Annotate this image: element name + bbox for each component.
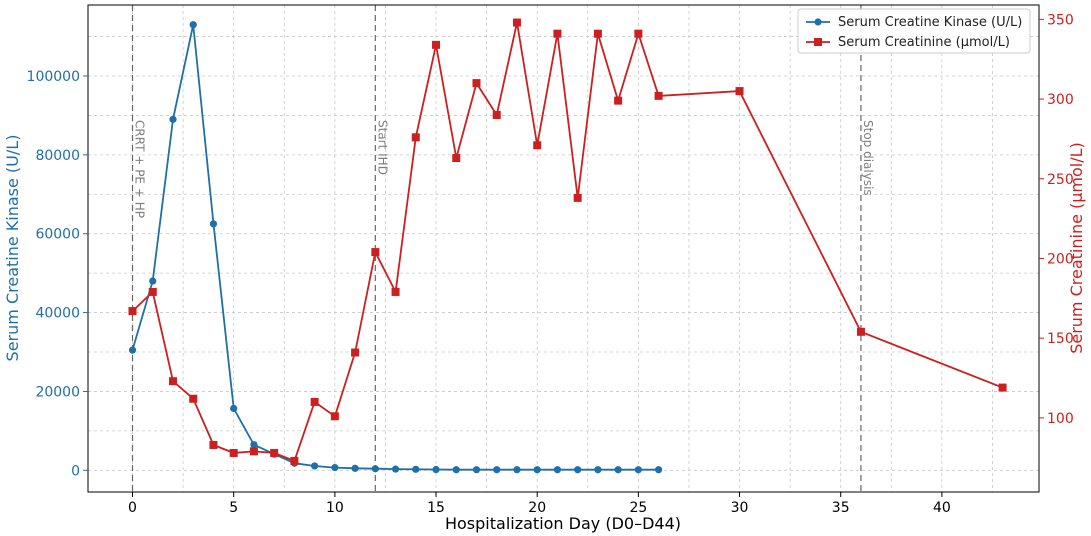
y-axis-right: 100 150 200 250 300 350 xyxy=(1039,12,1074,427)
data-point-cr xyxy=(735,87,744,96)
data-point-cr xyxy=(330,412,339,421)
annotation-label: Start IHD xyxy=(375,120,389,175)
data-point-cr xyxy=(492,110,501,119)
data-point-ck xyxy=(230,404,238,413)
data-point-ck xyxy=(128,346,137,354)
y-right-tick-label: 250 xyxy=(1047,172,1074,188)
x-tick-label: 30 xyxy=(731,500,749,516)
data-point-ck xyxy=(553,466,562,474)
data-point-cr xyxy=(189,394,198,403)
data-point-ck xyxy=(331,463,339,472)
data-point-ck xyxy=(594,466,602,474)
data-point-cr xyxy=(229,448,238,457)
annotation-label: Stop dialysis xyxy=(861,120,875,196)
y-left-tick-label: 0 xyxy=(71,463,80,479)
plot-frame xyxy=(87,4,1040,493)
y-right-tick-label: 150 xyxy=(1047,331,1074,347)
data-point-cr xyxy=(270,448,279,457)
data-point-ck xyxy=(311,462,319,470)
data-point-ck xyxy=(513,466,521,474)
data-point-ck xyxy=(452,466,460,474)
x-tick-label: 40 xyxy=(933,500,951,516)
data-point-ck xyxy=(250,441,258,449)
legend-marker-cr xyxy=(814,38,822,46)
data-point-cr xyxy=(452,154,461,163)
x-tick-label: 15 xyxy=(427,500,445,516)
data-point-ck xyxy=(533,466,541,474)
data-point-ck xyxy=(493,466,501,474)
data-point-cr xyxy=(593,29,602,38)
legend: Serum Creatine Kinase (U/L) Serum Creati… xyxy=(797,8,1031,54)
data-point-ck xyxy=(149,277,157,285)
legend-label-cr: Serum Creatinine (μmol/L) xyxy=(838,35,1010,50)
data-point-ck xyxy=(655,466,663,474)
y-left-tick-label: 20000 xyxy=(35,384,80,400)
x-axis: 0 5 10 15 20 25 30 35 40 xyxy=(128,492,951,516)
data-point-ck xyxy=(412,465,420,473)
data-point-cr xyxy=(411,133,420,142)
data-point-cr xyxy=(432,40,441,49)
data-point-cr xyxy=(634,29,643,38)
data-point-cr xyxy=(351,348,360,357)
data-point-ck xyxy=(189,21,197,29)
y-axis-left: 0 20000 40000 60000 80000 100000 xyxy=(27,69,88,479)
annotation-label: CRRT + PE + HP xyxy=(133,120,147,218)
data-point-cr xyxy=(553,29,562,38)
y-axis-left-title: Serum Creatine Kinase (U/L) xyxy=(3,135,22,362)
y-right-tick-label: 200 xyxy=(1047,251,1074,267)
x-tick-label: 0 xyxy=(128,500,137,516)
data-point-cr xyxy=(512,18,521,27)
data-point-cr xyxy=(128,307,137,316)
y-right-tick-label: 100 xyxy=(1047,411,1074,427)
data-point-cr xyxy=(573,193,582,202)
data-point-cr xyxy=(209,440,218,449)
y-left-tick-label: 100000 xyxy=(27,69,80,85)
data-point-ck xyxy=(169,115,177,123)
data-point-ck xyxy=(634,466,642,474)
x-axis-title: Hospitalization Day (D0–D44) xyxy=(445,514,681,533)
data-point-ck xyxy=(472,466,481,474)
data-point-cr xyxy=(472,79,481,88)
data-point-ck xyxy=(391,465,400,473)
y-left-tick-label: 80000 xyxy=(35,148,80,164)
series-line-cr xyxy=(131,22,1003,463)
legend-marker-ck xyxy=(814,18,822,26)
data-point-cr xyxy=(998,383,1007,392)
series xyxy=(128,18,1007,474)
x-tick-label: 35 xyxy=(832,500,850,516)
data-point-ck xyxy=(614,466,622,474)
data-point-cr xyxy=(533,141,542,150)
x-tick-label: 20 xyxy=(528,500,546,516)
data-point-cr xyxy=(249,447,258,456)
data-point-cr xyxy=(290,456,299,465)
data-point-cr xyxy=(614,96,623,105)
data-point-ck xyxy=(209,220,218,228)
y-axis-right-title: Serum Creatinine (μmol/L) xyxy=(1067,142,1086,354)
y-left-tick-label: 40000 xyxy=(35,306,80,322)
data-point-cr xyxy=(654,91,663,100)
x-tick-label: 10 xyxy=(326,500,344,516)
data-point-ck xyxy=(351,464,359,472)
data-point-cr xyxy=(856,327,865,336)
data-point-cr xyxy=(310,397,319,406)
data-point-cr xyxy=(391,287,400,296)
x-tick-label: 5 xyxy=(229,500,238,516)
data-point-cr xyxy=(371,248,380,257)
data-point-ck xyxy=(432,465,440,474)
data-point-cr xyxy=(148,287,157,296)
legend-box xyxy=(797,8,1031,54)
data-point-ck xyxy=(371,465,379,473)
y-right-tick-label: 300 xyxy=(1047,92,1074,108)
y-left-tick-label: 60000 xyxy=(35,227,80,243)
series-line-ck xyxy=(131,24,659,471)
y-right-tick-label: 350 xyxy=(1047,12,1074,28)
annotations: CRRT + PE + HP Start IHD Stop dialysis xyxy=(131,5,875,492)
data-point-cr xyxy=(168,377,177,386)
x-tick-label: 25 xyxy=(629,500,647,516)
data-point-ck xyxy=(574,466,582,474)
legend-label-ck: Serum Creatine Kinase (U/L) xyxy=(838,15,1022,30)
